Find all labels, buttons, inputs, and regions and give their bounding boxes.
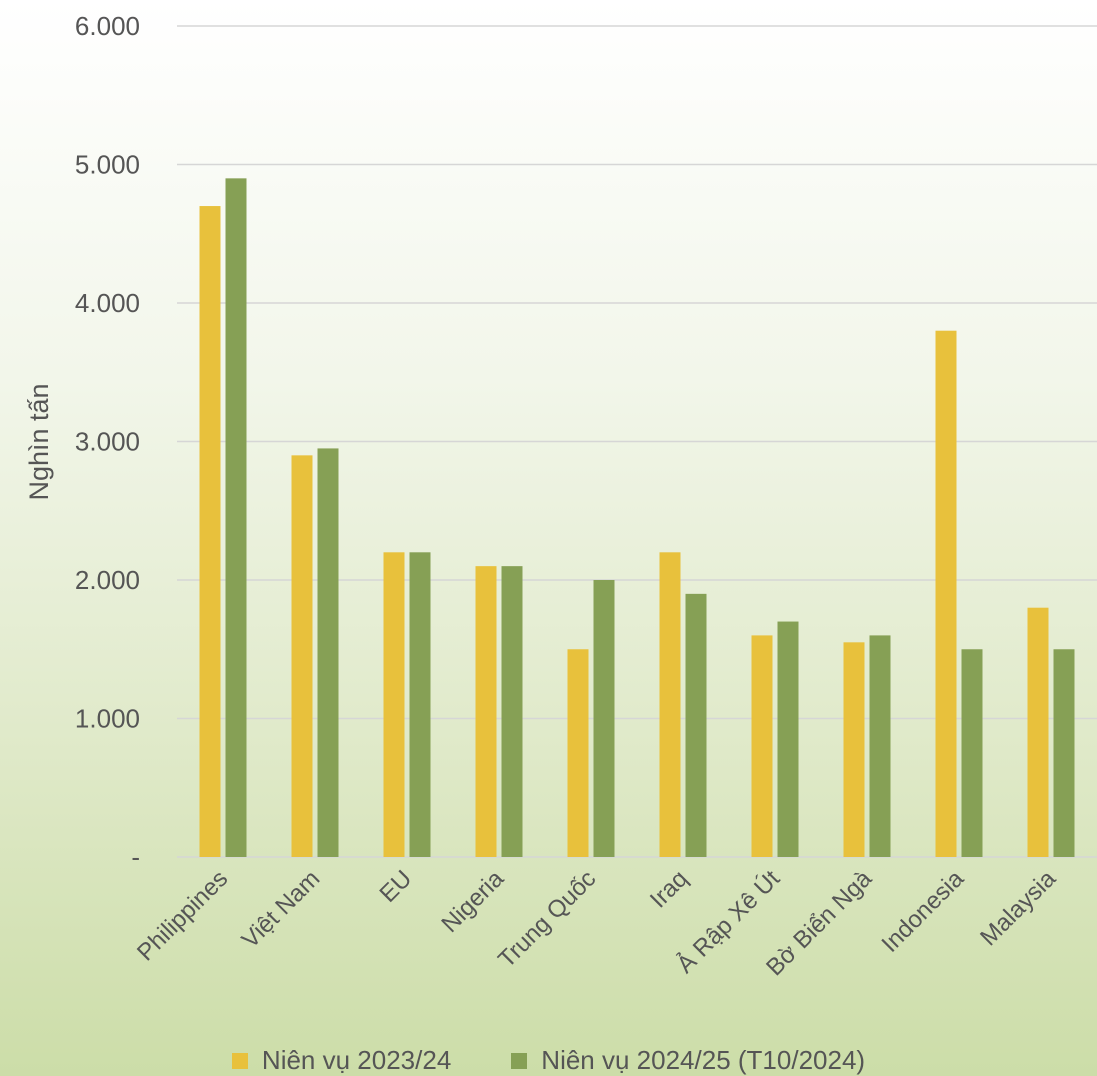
bar-series-1-category-9	[1027, 607, 1049, 857]
legend-label-series-1: Niên vụ 2023/24	[261, 1045, 452, 1075]
y-axis-ticks: - 1.000 2.000 3.000 4.000 5.000 6.000	[75, 11, 140, 872]
bar-series-2-category-6	[777, 621, 799, 857]
x-tick-label-4: Trung Quốc	[493, 865, 601, 973]
bar-series-2-category-2	[409, 552, 431, 857]
y-tick-label-6: 6.000	[75, 11, 140, 41]
y-tick-label-0: -	[131, 842, 140, 872]
y-axis-label: Nghìn tấn	[24, 383, 54, 500]
x-tick-label-5: Iraq	[645, 865, 693, 913]
y-tick-label-2: 2.000	[75, 565, 140, 595]
x-tick-label-2: EU	[375, 865, 418, 908]
bar-series-2-category-9	[1053, 649, 1075, 857]
bar-series-2-category-4	[593, 580, 615, 857]
bar-series-1-category-3	[475, 566, 497, 857]
y-tick-label-3: 3.000	[75, 427, 140, 457]
x-tick-label-1: Việt Nam	[237, 865, 326, 954]
bar-series-2-category-3	[501, 566, 523, 857]
bar-series-1-category-1	[291, 455, 313, 857]
bar-series-1-category-7	[843, 642, 865, 857]
legend-swatch-series-1	[231, 1052, 248, 1069]
bar-series-2-category-5	[685, 593, 707, 857]
x-tick-label-0: Philippines	[132, 865, 233, 966]
bar-series-1-category-8	[935, 330, 957, 857]
bar-series-2-category-1	[317, 448, 339, 857]
legend-swatch-series-2	[511, 1052, 528, 1069]
bar-series-1-category-0	[199, 206, 221, 858]
bar-series-1-category-6	[751, 635, 773, 857]
x-tick-label-8: Indonesia	[877, 865, 970, 958]
legend-label-series-2: Niên vụ 2024/25 (T10/2024)	[541, 1045, 866, 1075]
bar-series-2-category-8	[961, 649, 983, 857]
x-tick-label-3: Nigeria	[436, 865, 509, 938]
bar-series-1-category-4	[567, 649, 589, 857]
y-tick-label-5: 5.000	[75, 150, 140, 180]
legend: Niên vụ 2023/24 Niên vụ 2024/25 (T10/202…	[0, 1045, 1097, 1076]
legend-item-series-1: Niên vụ 2023/24	[231, 1045, 452, 1076]
bar-series-2-category-0	[225, 178, 247, 858]
x-tick-label-9: Malaysia	[975, 865, 1062, 952]
bar-series-1-category-2	[383, 552, 405, 857]
bar-chart: - 1.000 2.000 3.000 4.000 5.000 6.000 Nghìn tấ…	[24, 11, 1097, 982]
bar-series-1-category-5	[659, 552, 681, 857]
bar-series-2-category-7	[869, 635, 891, 857]
y-tick-label-1: 1.000	[75, 704, 140, 734]
legend-item-series-2: Niên vụ 2024/25 (T10/2024)	[511, 1045, 865, 1076]
bars	[199, 178, 1075, 858]
y-tick-label-4: 4.000	[75, 288, 140, 318]
gridlines	[177, 25, 1097, 858]
